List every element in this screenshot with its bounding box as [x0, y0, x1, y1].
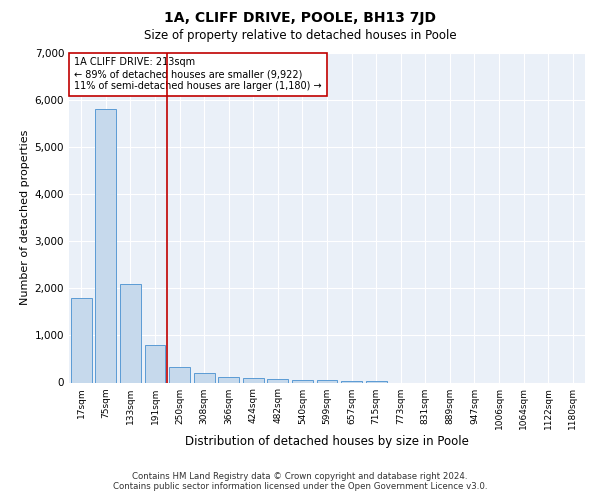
Bar: [95, 109, 116, 382]
Y-axis label: Number of detached properties: Number of detached properties: [20, 130, 31, 305]
Bar: [145, 345, 166, 383]
Bar: [317, 380, 337, 382]
Bar: [194, 373, 215, 382]
Text: Contains HM Land Registry data © Crown copyright and database right 2024.
Contai: Contains HM Land Registry data © Crown c…: [113, 472, 487, 491]
Bar: [71, 298, 92, 382]
Bar: [218, 377, 239, 382]
Bar: [120, 284, 141, 382]
Bar: [243, 378, 264, 382]
Text: Size of property relative to detached houses in Poole: Size of property relative to detached ho…: [143, 29, 457, 42]
Text: 1A, CLIFF DRIVE, POOLE, BH13 7JD: 1A, CLIFF DRIVE, POOLE, BH13 7JD: [164, 11, 436, 25]
Bar: [268, 379, 289, 382]
Bar: [292, 380, 313, 382]
Bar: [341, 381, 362, 382]
Text: 1A CLIFF DRIVE: 213sqm
← 89% of detached houses are smaller (9,922)
11% of semi-: 1A CLIFF DRIVE: 213sqm ← 89% of detached…: [74, 58, 322, 90]
X-axis label: Distribution of detached houses by size in Poole: Distribution of detached houses by size …: [185, 435, 469, 448]
Bar: [169, 368, 190, 382]
